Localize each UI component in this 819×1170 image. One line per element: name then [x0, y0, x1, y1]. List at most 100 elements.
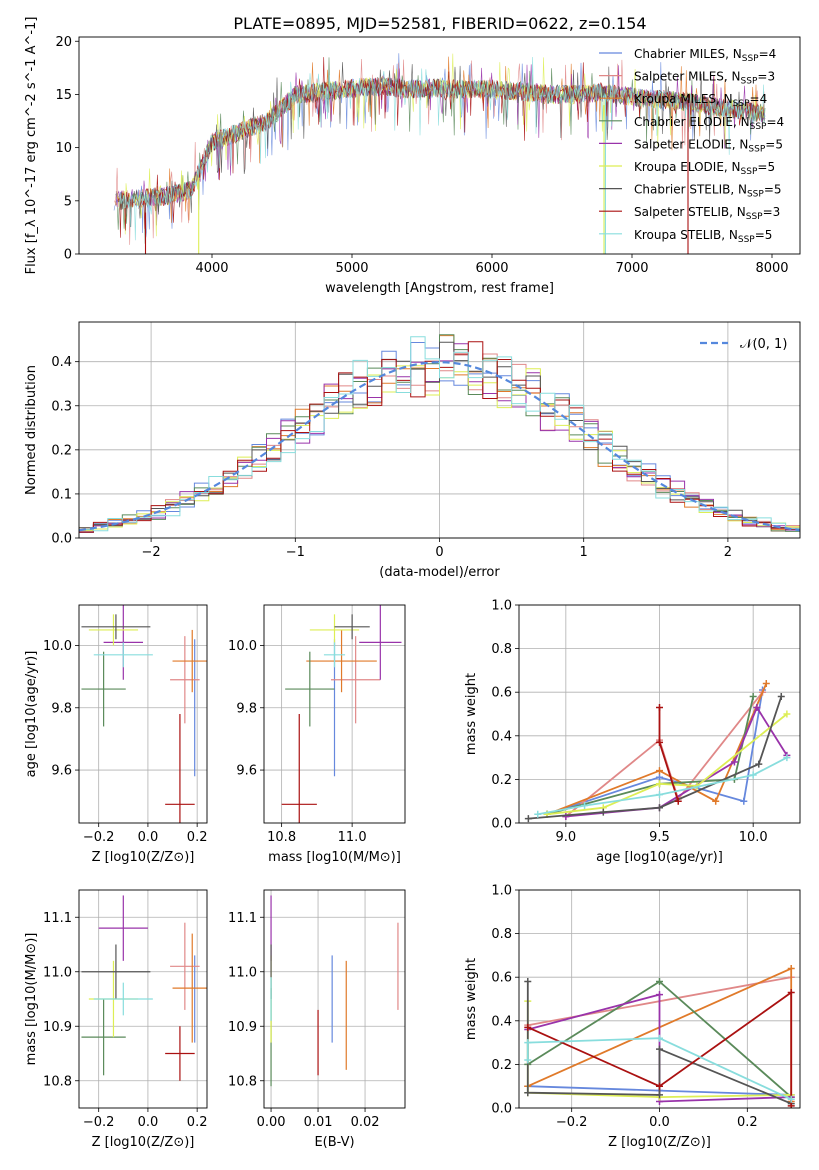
weight-marker — [787, 988, 795, 996]
x-axis-label: mass [log10(M/M⊙)] — [268, 850, 401, 865]
weight-marker — [524, 1089, 532, 1097]
weight-marker — [656, 767, 663, 775]
x-tick-label: 10.0 — [739, 830, 768, 845]
x-tick-label: 4000 — [195, 261, 228, 276]
errorbar-salpeter-stelib — [165, 1026, 195, 1081]
weight-line-chabrier-stelib — [524, 693, 785, 823]
legend-entry: Chabrier STELIB, NSSP=5 — [634, 183, 782, 200]
gaussian-curve — [79, 360, 800, 532]
weight-marker — [783, 710, 791, 718]
errorbar-salpeter-elodie — [98, 895, 148, 961]
weight-marker — [787, 1102, 795, 1108]
y-tick-label: 11.0 — [43, 965, 72, 980]
weight-line-kroupa-miles — [543, 679, 770, 818]
y-tick-label: 0.0 — [51, 532, 72, 547]
weight-marker — [534, 810, 542, 818]
x-tick-label: 0.2 — [737, 1115, 758, 1130]
y-tick-label: 11.1 — [228, 911, 257, 926]
y-tick-label: 0.2 — [491, 1058, 512, 1073]
x-tick-label: 1 — [580, 545, 588, 560]
y-tick-label: 11.0 — [228, 965, 257, 980]
weight-marker — [762, 679, 770, 687]
weight-marker — [656, 804, 663, 812]
y-tick-label: 9.8 — [51, 701, 72, 716]
x-tick-label: −0.2 — [83, 1115, 115, 1130]
errorbar-salpeter-stelib — [165, 714, 195, 823]
weight-line-kroupa-stelib — [534, 754, 791, 818]
errorbar-kroupa-stelib — [93, 642, 153, 668]
errorbar-salpeter-elodie — [359, 605, 402, 680]
weight-line-chabrier-miles — [543, 686, 767, 818]
x-tick-label: 11.0 — [338, 830, 367, 845]
x-tick-label: 0.2 — [187, 830, 208, 845]
y-axis-label: age [log10(age/yr)] — [24, 651, 39, 778]
errorbar-salpeter-miles — [170, 636, 200, 724]
y-tick-label: 10.0 — [228, 639, 257, 654]
y-tick-label: 10 — [55, 141, 72, 156]
x-tick-label: 0.01 — [304, 1115, 333, 1130]
y-tick-label: 0.0 — [491, 1102, 512, 1117]
x-tick-label: 0.02 — [351, 1115, 380, 1130]
spectrum-line-kroupa-stelib — [118, 56, 765, 241]
y-axis-label: Normed distribution — [24, 365, 39, 495]
x-tick-label: 0.0 — [138, 1115, 159, 1130]
legend-entry: Chabrier ELODIE, NSSP=4 — [634, 115, 784, 132]
y-tick-label: 0.4 — [491, 729, 512, 744]
errorbar-kroupa-stelib — [93, 982, 153, 1016]
y-tick-label: 15 — [55, 88, 72, 103]
weight-line-salpeter-elodie — [562, 703, 791, 820]
errorbar-chabrier-elodie — [81, 651, 126, 727]
x-tick-label: 9.0 — [555, 830, 576, 845]
weight-line-salpeter-stelib — [524, 988, 795, 1108]
legend-entry: Chabrier MILES, NSSP=4 — [634, 47, 776, 64]
x-tick-label: −2 — [142, 545, 161, 560]
weight-marker — [524, 978, 532, 986]
x-tick-label: −0.2 — [83, 830, 115, 845]
y-tick-label: 9.6 — [51, 764, 72, 779]
weight-vs-metallicity-panel: −0.2 0.0 0.2 0.0 0.2 0.4 0.6 0.8 1.0 Z [log10(Z/Z… — [464, 884, 801, 1150]
weight-marker — [740, 797, 748, 805]
weight-line-salpeter-stelib — [656, 703, 682, 805]
y-axis-label: mass weight — [464, 958, 479, 1040]
weight-marker — [524, 1023, 532, 1031]
weight-marker — [562, 812, 570, 820]
weight-marker — [783, 754, 791, 762]
legend-entry: Kroupa MILES, NSSP=4 — [634, 92, 767, 109]
x-axis-label: (data-model)/error — [379, 565, 500, 580]
x-axis-label: E(B-V) — [314, 1135, 354, 1150]
errorbar-chabrier-elodie — [285, 651, 335, 727]
errorbar-salpeter-miles — [170, 922, 200, 1010]
x-tick-label: 10.8 — [267, 830, 296, 845]
y-tick-label: 0.8 — [491, 927, 512, 942]
y-tick-label: 1.0 — [491, 599, 512, 614]
x-tick-label: 6000 — [475, 261, 508, 276]
weight-marker — [712, 797, 720, 805]
y-tick-label: 0.6 — [491, 686, 512, 701]
legend-entry: Kroupa STELIB, NSSP=5 — [634, 228, 772, 245]
x-tick-label: −0.2 — [556, 1115, 588, 1130]
weight-marker — [656, 991, 663, 999]
y-tick-label: 20 — [55, 35, 72, 50]
y-tick-label: 0.2 — [491, 773, 512, 788]
weight-marker — [656, 1082, 663, 1090]
plot-frame — [518, 604, 801, 824]
weight-line-chabrier-elodie — [543, 693, 757, 818]
legend-entry: 𝒩(0, 1) — [740, 337, 787, 352]
x-axis-label: Z [log10(Z/Z⊙)] — [608, 1135, 711, 1150]
weight-marker — [656, 978, 663, 986]
x-axis-label: Z [log10(Z/Z⊙)] — [92, 850, 195, 865]
legend-entry: Salpeter ELODIE, NSSP=5 — [634, 137, 783, 154]
errorbar-chabrier-stelib — [334, 614, 370, 640]
y-tick-label: 10.9 — [43, 1020, 72, 1035]
y-tick-label: 0.2 — [51, 443, 72, 458]
age-vs-mass-panel: 10.8 11.0 9.6 9.8 10.0 mass [log10(M/M⊙)] — [228, 604, 406, 865]
y-tick-label: 0.4 — [51, 355, 72, 370]
weight-vs-age-panel: 9.0 9.5 10.0 0.0 0.2 0.4 0.6 0.8 1.0 age [log10(a… — [464, 599, 801, 865]
weight-marker — [524, 815, 532, 823]
y-tick-label: 11.1 — [43, 911, 72, 926]
weight-marker — [755, 760, 763, 768]
weight-marker — [524, 1056, 532, 1064]
x-tick-label: 0.0 — [649, 1115, 670, 1130]
y-axis-label: mass weight — [464, 673, 479, 755]
weight-marker — [730, 758, 738, 766]
